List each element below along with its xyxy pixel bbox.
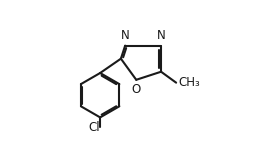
Text: Cl: Cl: [89, 121, 100, 134]
Text: N: N: [121, 29, 130, 42]
Text: CH₃: CH₃: [178, 76, 200, 89]
Text: N: N: [157, 29, 166, 42]
Text: O: O: [132, 83, 141, 96]
